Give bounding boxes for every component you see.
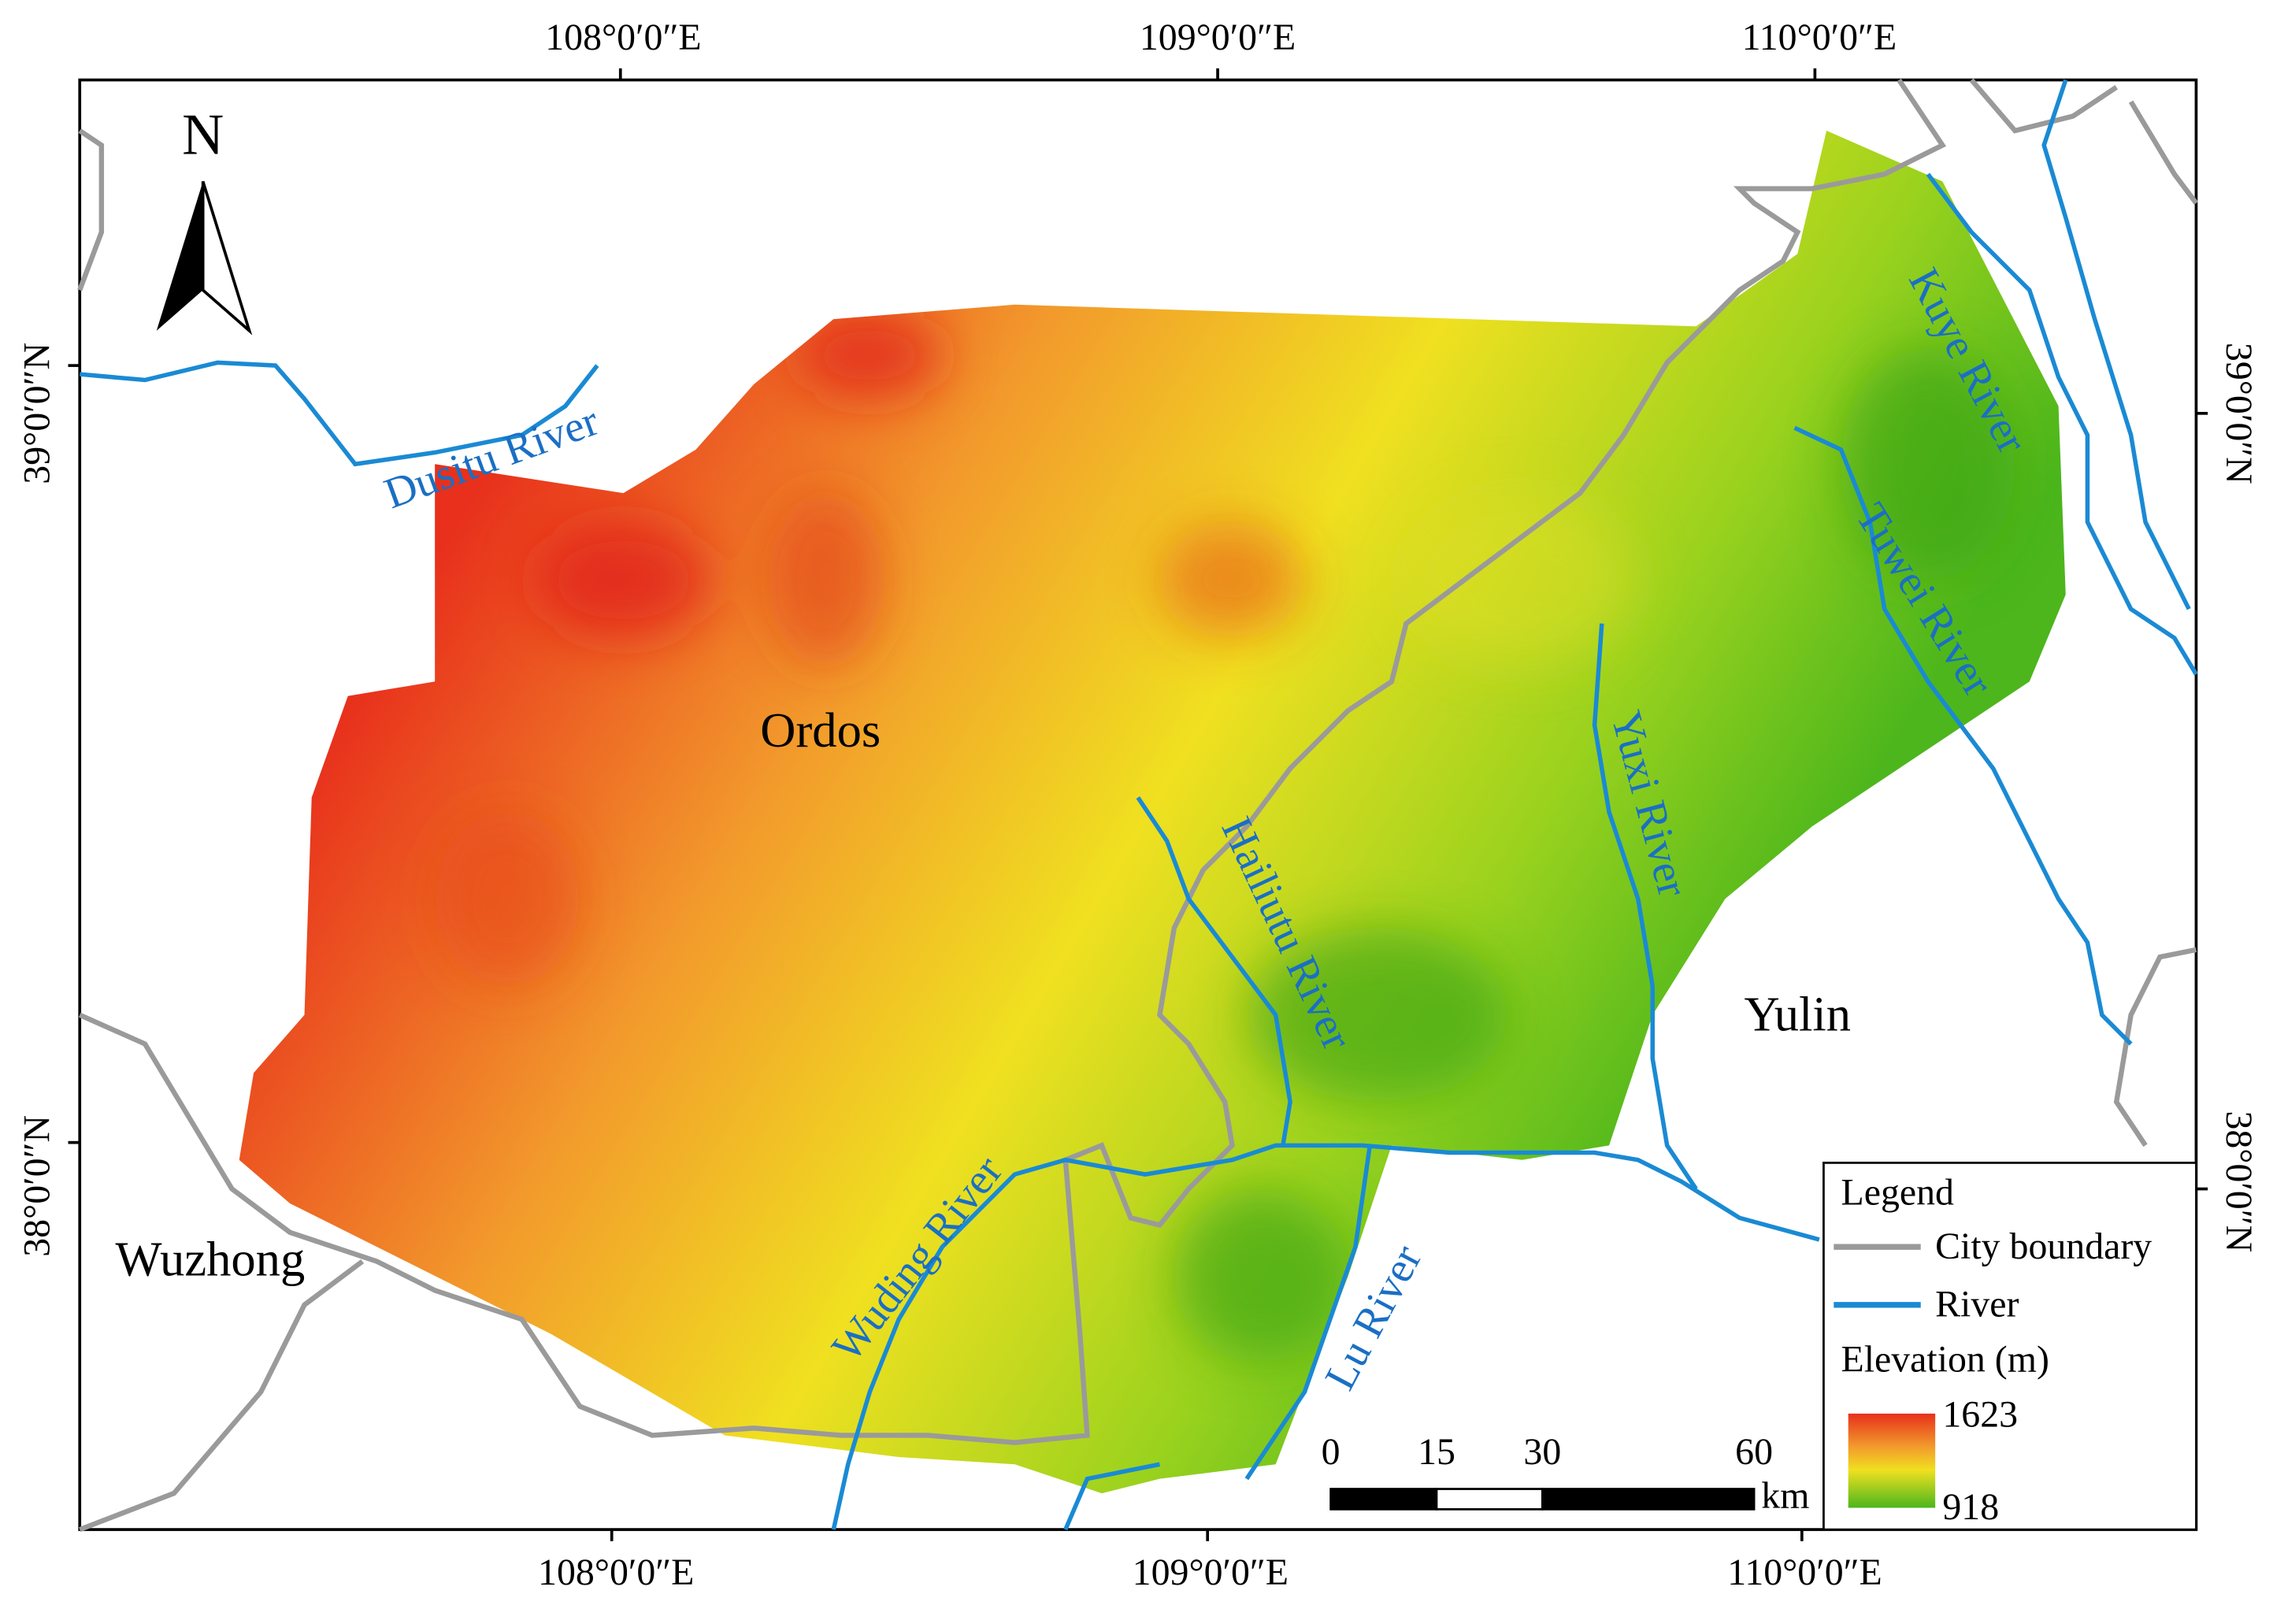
river-line (1136, 796, 1292, 1146)
city-boundary (78, 78, 1947, 1445)
city-boundaries (77, 78, 2199, 1533)
latitude-label: 39°0′0″N (2218, 343, 2260, 484)
north-arrow (156, 180, 253, 336)
river-line (1926, 172, 2198, 676)
city-boundary (2128, 100, 2199, 205)
elevation-max-label: 1623 (1942, 1393, 2018, 1435)
river-line (2041, 79, 2191, 610)
scale-bar-label: 30 (1523, 1431, 1561, 1473)
scale-bar-label: 15 (1418, 1431, 1455, 1473)
legend-item: City boundary (1935, 1225, 2152, 1267)
place-label: Yulin (1745, 987, 1852, 1042)
river-line (79, 360, 599, 467)
scale-bar-segment (1435, 1488, 1544, 1511)
legend-title: Legend (1841, 1172, 1955, 1214)
legend-elevation-title: Elevation (m) (1841, 1338, 2049, 1380)
north-arrow-left (156, 181, 203, 331)
elevation-shading (435, 312, 2015, 1363)
longitude-label: 110°0′0″E (1727, 1552, 1882, 1593)
latitude-label: 38°0′0″N (2218, 1110, 2260, 1252)
city-boundary (77, 128, 105, 291)
legend-item: River (1935, 1283, 2019, 1325)
scale-bar-label: 0 (1322, 1431, 1340, 1473)
graticule-ticks (68, 68, 2208, 1541)
river-line (1063, 1462, 1160, 1531)
scale-bar-unit: km (1761, 1474, 1809, 1516)
longitude-label: 109°0′0″E (1133, 1552, 1289, 1593)
river-line (1244, 1144, 1373, 1481)
city-boundary (1969, 78, 2119, 134)
place-label: Wuzhong (116, 1232, 306, 1287)
city-boundary (79, 1259, 365, 1533)
longitude-label: 108°0′0″E (545, 17, 701, 58)
elevation-ramp (1848, 1413, 1936, 1508)
longitude-label: 109°0′0″E (1140, 17, 1296, 58)
longitude-label: 108°0′0″E (538, 1552, 694, 1593)
place-label: Ordos (760, 703, 881, 758)
scale-bar-segment (1329, 1488, 1438, 1511)
longitude-label: 110°0′0″E (1742, 17, 1897, 58)
latitude-label: 39°0′0″N (17, 343, 58, 484)
city-boundary (2113, 947, 2197, 1148)
river-line (1592, 623, 1698, 1191)
scale-bar-segment (1541, 1488, 1756, 1511)
elevation-min-label: 918 (1942, 1486, 1999, 1528)
river-line (831, 1143, 1820, 1530)
rivers (79, 79, 2198, 1531)
latitude-label: 38°0′0″N (17, 1115, 58, 1257)
north-arrow-right (201, 180, 253, 336)
river-line (1793, 425, 2133, 1046)
north-label: N (182, 102, 224, 167)
scale-bar-label: 60 (1735, 1431, 1773, 1473)
